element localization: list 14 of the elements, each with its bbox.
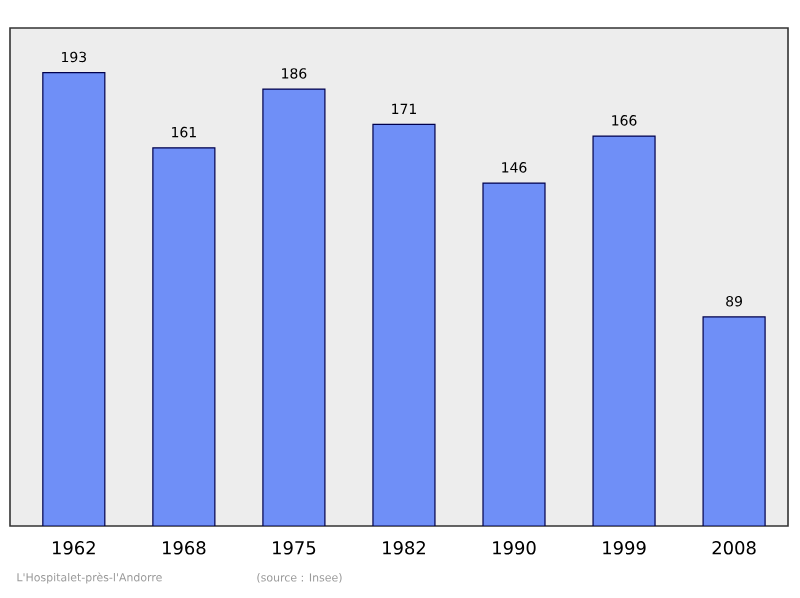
bar (42, 72, 106, 526)
x-tick-label: 1975 (273, 541, 316, 555)
bar (262, 88, 326, 526)
x-tick-label: 1982 (383, 541, 425, 555)
x-tick-label: 1999 (603, 541, 646, 555)
x-tick-label: 1962 (52, 541, 95, 555)
bar (152, 147, 216, 526)
bar (702, 316, 766, 526)
x-tick-label: 1968 (163, 541, 206, 555)
x-tick-label: 1990 (493, 541, 536, 555)
bar (592, 135, 656, 526)
bar (372, 123, 436, 526)
bar (482, 182, 546, 526)
x-tick-label: 2008 (712, 541, 756, 555)
